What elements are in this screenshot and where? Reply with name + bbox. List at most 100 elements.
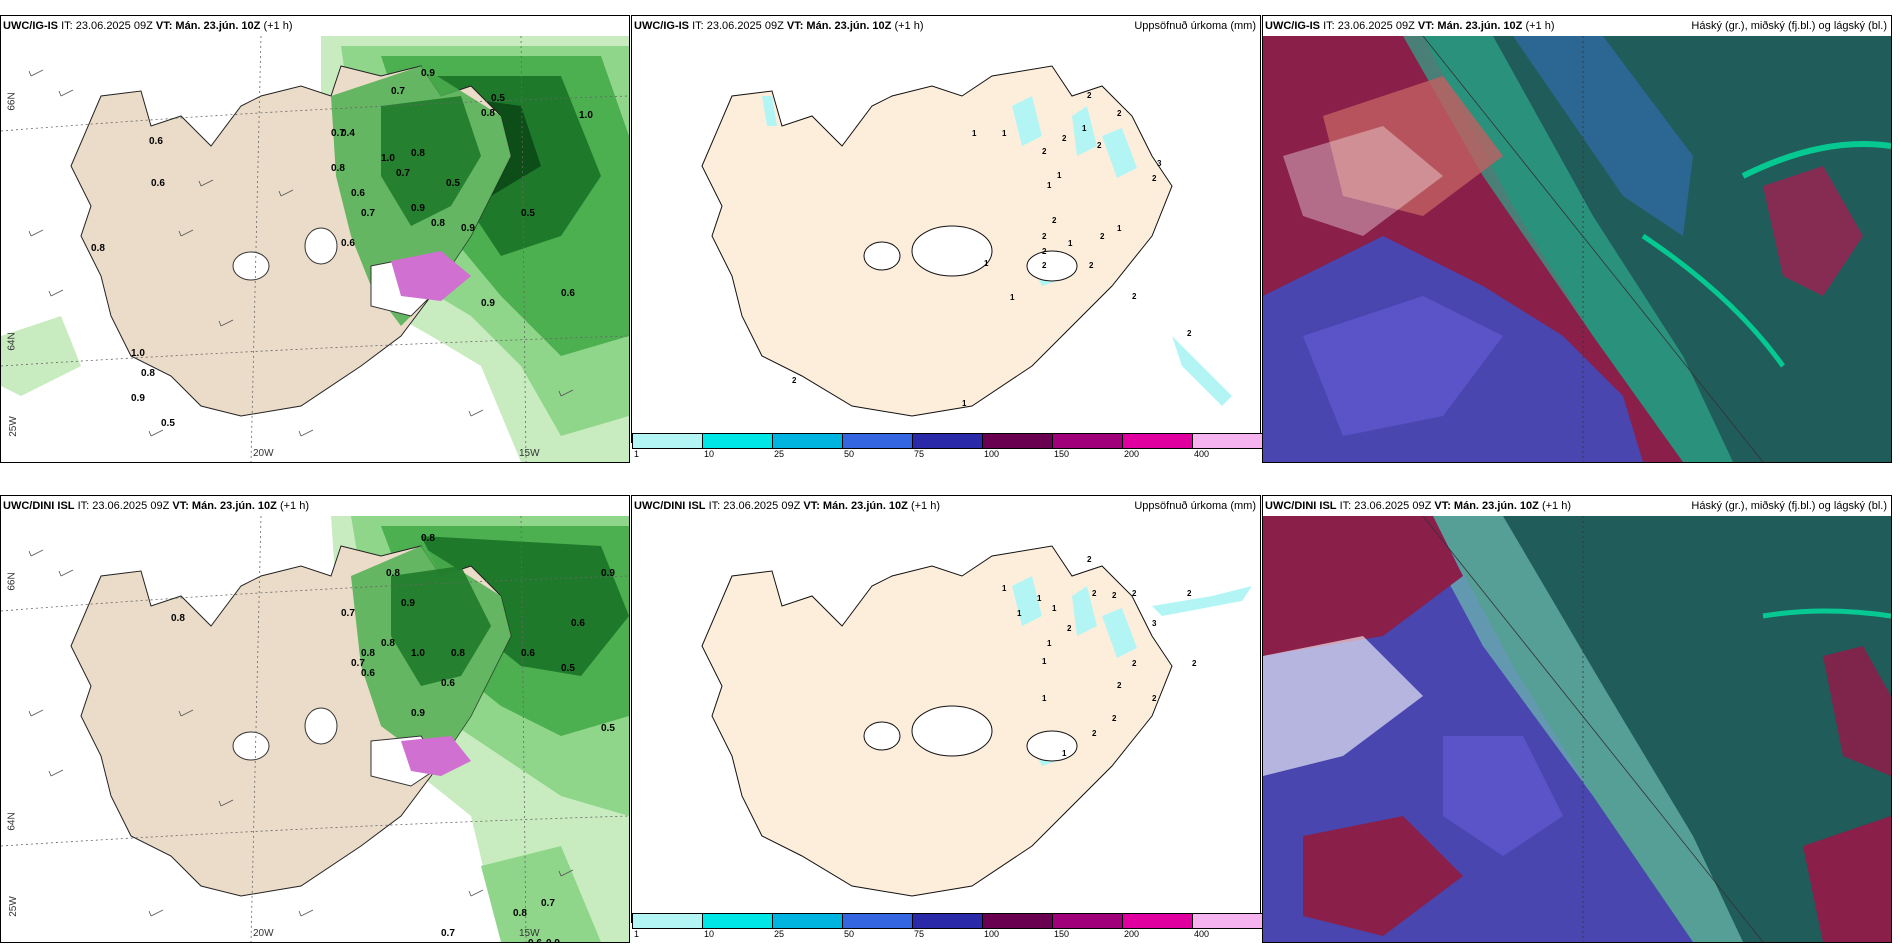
map-value-label: 0.8: [513, 908, 527, 919]
map-value-label: 1.0: [579, 110, 593, 121]
map-value-label: 2: [1117, 681, 1122, 690]
map-value-label: 0.8: [361, 648, 375, 659]
map-value-label: 0.7: [331, 128, 345, 139]
colorbar-swatch: [1052, 913, 1123, 929]
lon-label-25w: 25W: [7, 896, 19, 917]
map-value-label: 2: [1192, 659, 1197, 668]
lead-time: (+1 h): [263, 20, 293, 32]
colorbar-tick-label: 100: [984, 449, 1000, 459]
map-value-label: 1: [972, 129, 977, 138]
wind-precip-panel-top: UWC/IG-IS IT: 23.06.2025 09Z VT: Mán. 23…: [0, 15, 630, 463]
valid-time: VT: Mán. 23.jún. 10Z: [803, 500, 908, 512]
colorbar-tick-label: 200: [1124, 449, 1140, 459]
map-value-label: 2: [1042, 232, 1047, 241]
colorbar-swatch: [702, 433, 773, 449]
map-value-label: 0.6: [521, 648, 535, 659]
model-source: UWC/DINI ISL: [3, 500, 75, 512]
map-value-label: 2: [1042, 261, 1047, 270]
map-value-label: 0.7: [361, 208, 375, 219]
map-value-label: 2: [1152, 174, 1157, 183]
colorbar-swatch: [1122, 433, 1193, 449]
map-value-label: 1: [1017, 609, 1022, 618]
init-time: IT: 23.06.2025 09Z: [708, 500, 801, 512]
colorbar-tick-label: 150: [1054, 929, 1070, 939]
map-value-label: 0.9: [461, 223, 475, 234]
map-value-label: 0.8: [386, 568, 400, 579]
map-value-label: 0.8: [141, 368, 155, 379]
colorbar-tick-label: 200: [1124, 929, 1140, 939]
panel-header: UWC/IG-IS IT: 23.06.2025 09Z VT: Mán. 23…: [632, 16, 1260, 36]
map-value-label: 2: [1132, 659, 1137, 668]
cloud-cover-panel-bottom: UWC/DINI ISL IT: 23.06.2025 09Z VT: Mán.…: [1262, 495, 1892, 943]
valid-time: VT: Mán. 23.jún. 10Z: [1417, 20, 1523, 32]
map-value-label: 1: [1057, 171, 1062, 180]
map-value-label: 0.5: [161, 418, 175, 429]
map-value-label: 2: [1087, 555, 1092, 564]
colorbar-tick-label: 100: [984, 929, 1000, 939]
colorbar-swatch: [912, 433, 983, 449]
colorbar-tick-label: 1: [634, 929, 640, 939]
colorbar-swatch: [772, 433, 843, 449]
map-value-label: 0.5: [491, 93, 505, 104]
map-value-label: 0.6: [441, 678, 455, 689]
map-value-label: 1: [1010, 293, 1015, 302]
init-time: IT: 23.06.2025 09Z: [77, 500, 170, 512]
wind-precip-map: 0.7 0.6 1.0 0.5 0.9 0.8 0.5 0.6 0.7 0.6 0.7 0.9 0.8 0…: [1, 36, 629, 462]
lead-time: (+1 h): [1525, 20, 1555, 32]
map-value-label: 1.0: [131, 348, 145, 359]
map-value-label: 2: [1042, 247, 1047, 256]
accumulated-precip-panel-top: UWC/IG-IS IT: 23.06.2025 09Z VT: Mán. 23…: [631, 15, 1261, 443]
map-value-label: 1: [1002, 129, 1007, 138]
colorbar-tick-label: 50: [844, 929, 855, 939]
map-value-label: 1: [1068, 239, 1073, 248]
colorbar-tick-label: 50: [844, 449, 855, 459]
wind-precip-panel-bottom: UWC/DINI ISL IT: 23.06.2025 09Z VT: Mán.…: [0, 495, 630, 943]
lead-time: (+1 h): [910, 500, 940, 512]
lon-label-25w: 25W: [7, 416, 19, 437]
precip-colorbar-top: 1 10 25 50 75 100 150 200 400: [632, 433, 1263, 459]
colorbar-swatch: [632, 433, 703, 449]
lat-label-64n: 64N: [6, 332, 18, 351]
colorbar-tick-label: 150: [1054, 449, 1070, 459]
lon-label-20w: 20W: [253, 448, 274, 459]
map-value-label: 1: [1037, 594, 1042, 603]
colorbar-swatch: [1192, 433, 1263, 449]
colorbar-tick-label: 400: [1194, 929, 1210, 939]
map-value-label: 0.7: [396, 168, 410, 179]
colorbar-swatch: [1052, 433, 1123, 449]
map-value-label: 1: [1047, 639, 1052, 648]
map-value-label: 1: [984, 259, 989, 268]
map-value-label: 0.9: [401, 598, 415, 609]
lead-time: (+1 h): [1541, 500, 1571, 512]
map-value-label: 0.7: [391, 86, 405, 97]
map-value-label: 1.0: [411, 648, 425, 659]
map-value-label: 2: [1092, 589, 1097, 598]
map-value-label: 1: [1082, 124, 1087, 133]
colorbar-tick-label: 1: [634, 449, 640, 459]
map-value-label: 3: [1157, 159, 1162, 168]
map-value-label: 0.6: [149, 136, 163, 147]
valid-time: VT: Mán. 23.jún. 10Z: [172, 500, 277, 512]
colorbar-tick-label: 25: [774, 449, 785, 459]
map-value-label: 0.6: [528, 938, 542, 942]
map-value-label: 0.8: [421, 533, 435, 544]
map-value-label: 2: [1187, 589, 1192, 598]
map-value-label: 0.8: [91, 243, 105, 254]
map-value-label: 0.8: [381, 638, 395, 649]
map-value-label: 0.8: [331, 163, 345, 174]
map-value-label: 0.9: [411, 203, 425, 214]
valid-time: VT: Mán. 23.jún. 10Z: [155, 20, 261, 32]
map-value-label: 1: [1042, 657, 1047, 666]
map-value-label: 0.9: [131, 393, 145, 404]
valid-time: VT: Mán. 23.jún. 10Z: [1434, 500, 1539, 512]
panel-variable-title: Uppsöfnuð úrkoma (mm): [1134, 20, 1256, 32]
init-time: IT: 23.06.2025 09Z: [1323, 20, 1415, 32]
map-value-label: 1: [1042, 694, 1047, 703]
map-value-label: 2: [1087, 91, 1092, 100]
map-value-label: 0.4: [341, 128, 355, 139]
map-value-label: 2: [1062, 134, 1067, 143]
lat-label-64n: 64N: [6, 812, 18, 831]
map-value-label: 0.6: [571, 618, 585, 629]
accumulated-precip-panel-bottom: UWC/DINI ISL IT: 23.06.2025 09Z VT: Mán.…: [631, 495, 1261, 923]
map-value-label: 2: [1052, 216, 1057, 225]
